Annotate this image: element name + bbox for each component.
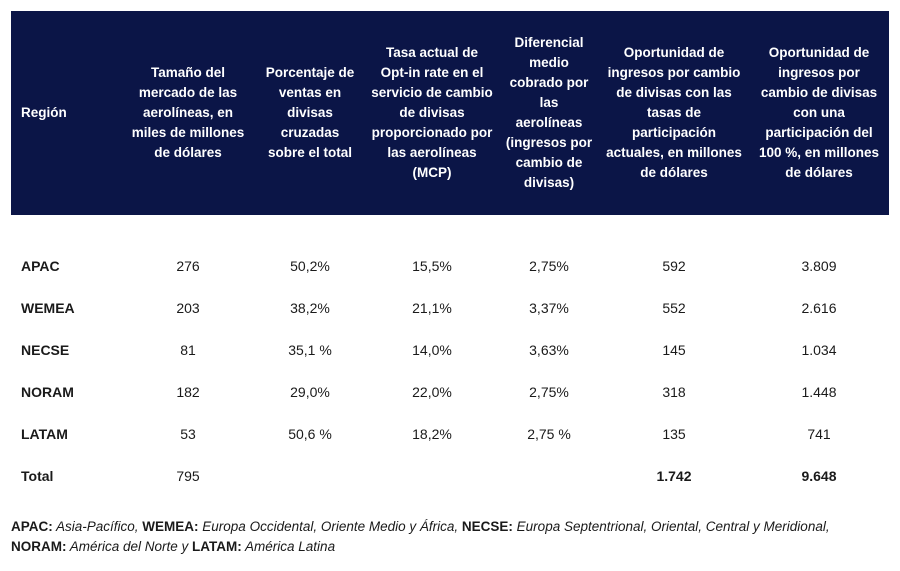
cross-currency-share-cell: 38,2% xyxy=(290,300,330,316)
empty-cell xyxy=(499,455,599,497)
header-opt-in-rate: Tasa actual de Opt-in rate en el servici… xyxy=(365,11,499,215)
table-row-noram: NORAM 182 29,0% 22,0% 2,75% 318 1.448 xyxy=(11,371,889,413)
total-label-cell: Total xyxy=(21,468,54,484)
market-size-cell: 276 xyxy=(176,258,200,274)
full-opportunity-cell: 2.616 xyxy=(801,300,837,316)
opt-in-rate-cell: 22,0% xyxy=(412,384,452,400)
empty-cell xyxy=(365,455,499,497)
average-spread-cell: 2,75% xyxy=(529,384,569,400)
current-opportunity-cell: 145 xyxy=(662,342,686,358)
full-opportunity-cell: 1.034 xyxy=(801,342,837,358)
footnote-text-noram: América del Norte y xyxy=(66,539,189,554)
total-current-opportunity-cell: 1.742 xyxy=(656,468,692,484)
header-row: Región Tamaño del mercado de las aerolín… xyxy=(11,11,889,215)
footnote-text-latam: América Latina xyxy=(241,539,336,554)
table-row-latam: LATAM 53 50,6 % 18,2% 2,75 % 135 741 xyxy=(11,413,889,455)
full-opportunity-cell: 3.809 xyxy=(801,258,837,274)
region-legend-footnote: APAC: Asia-Pacífico, WEMEA: Europa Occid… xyxy=(11,517,881,557)
average-spread-cell: 2,75% xyxy=(529,258,569,274)
opt-in-rate-cell: 15,5% xyxy=(412,258,452,274)
table-row-wemea: WEMEA 203 38,2% 21,1% 3,37% 552 2.616 xyxy=(11,287,889,329)
footnote-text-apac: Asia-Pacífico, xyxy=(52,519,139,534)
region-cell: NECSE xyxy=(21,342,70,358)
footnote-abbr-noram: NORAM: xyxy=(11,539,67,554)
fx-revenue-table: Región Tamaño del mercado de las aerolín… xyxy=(11,11,889,497)
opt-in-rate-cell: 14,0% xyxy=(412,342,452,358)
market-size-cell: 182 xyxy=(176,384,200,400)
region-cell: LATAM xyxy=(21,426,68,442)
header-market-size: Tamaño del mercado de las aerolíneas, en… xyxy=(121,11,255,215)
cross-currency-share-cell: 50,2% xyxy=(290,258,330,274)
header-region: Región xyxy=(11,11,121,215)
current-opportunity-cell: 592 xyxy=(662,258,686,274)
footnote-text-wemea: Europa Occidental, Oriente Medio y Áfric… xyxy=(198,519,459,534)
header-cross-currency-share: Porcentaje de ventas en divisas cruzadas… xyxy=(255,11,365,215)
market-size-cell: 203 xyxy=(176,300,200,316)
region-cell: NORAM xyxy=(21,384,74,400)
table-row-total: Total 795 1.742 9.648 xyxy=(11,455,889,497)
current-opportunity-cell: 552 xyxy=(662,300,686,316)
empty-cell xyxy=(255,455,365,497)
header-average-spread: Diferencial medio cobrado por las aerolí… xyxy=(499,11,599,215)
spacer-row xyxy=(11,215,889,245)
opt-in-rate-cell: 18,2% xyxy=(412,426,452,442)
header-full-opportunity: Oportunidad de ingresos por cambio de di… xyxy=(749,11,889,215)
cross-currency-share-cell: 35,1 % xyxy=(288,342,332,358)
cross-currency-share-cell: 50,6 % xyxy=(288,426,332,442)
footnote-text-necse: Europa Septentrional, Oriental, Central … xyxy=(512,519,830,534)
market-size-cell: 53 xyxy=(180,426,196,442)
average-spread-cell: 3,63% xyxy=(529,342,569,358)
region-cell: WEMEA xyxy=(21,300,75,316)
footnote-abbr-necse: NECSE: xyxy=(458,519,513,534)
footnote-abbr-latam: LATAM: xyxy=(188,539,242,554)
table-row-necse: NECSE 81 35,1 % 14,0% 3,63% 145 1.034 xyxy=(11,329,889,371)
region-cell: APAC xyxy=(21,258,60,274)
full-opportunity-cell: 1.448 xyxy=(801,384,837,400)
total-full-opportunity-cell: 9.648 xyxy=(801,468,837,484)
fx-revenue-table-container: Región Tamaño del mercado de las aerolín… xyxy=(11,11,889,497)
average-spread-cell: 2,75 % xyxy=(527,426,571,442)
full-opportunity-cell: 741 xyxy=(807,426,831,442)
cross-currency-share-cell: 29,0% xyxy=(290,384,330,400)
average-spread-cell: 3,37% xyxy=(529,300,569,316)
header-current-opportunity: Oportunidad de ingresos por cambio de di… xyxy=(599,11,749,215)
footnote-abbr-wemea: WEMEA: xyxy=(138,519,199,534)
total-market-size-cell: 795 xyxy=(176,468,200,484)
current-opportunity-cell: 135 xyxy=(662,426,686,442)
opt-in-rate-cell: 21,1% xyxy=(412,300,452,316)
market-size-cell: 81 xyxy=(180,342,196,358)
footnote-abbr-apac: APAC: xyxy=(11,519,53,534)
table-row-apac: APAC 276 50,2% 15,5% 2,75% 592 3.809 xyxy=(11,245,889,287)
current-opportunity-cell: 318 xyxy=(662,384,686,400)
